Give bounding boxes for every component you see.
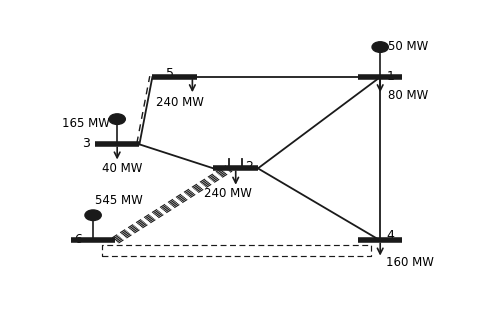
Text: 40 MW: 40 MW <box>102 162 143 175</box>
Circle shape <box>85 210 101 221</box>
Text: 2: 2 <box>245 160 253 173</box>
Text: 165 MW: 165 MW <box>62 117 109 130</box>
Text: 3: 3 <box>82 137 90 150</box>
Circle shape <box>372 42 388 52</box>
Text: 4: 4 <box>387 229 394 242</box>
Text: 545 MW: 545 MW <box>95 194 143 207</box>
Text: 50 MW: 50 MW <box>388 40 428 53</box>
Text: 6: 6 <box>75 233 82 246</box>
Text: 160 MW: 160 MW <box>386 256 434 269</box>
Text: 80 MW: 80 MW <box>388 89 428 102</box>
Circle shape <box>109 114 125 124</box>
Text: 240 MW: 240 MW <box>204 187 252 200</box>
Text: 1: 1 <box>387 70 394 83</box>
Text: 240 MW: 240 MW <box>156 96 204 109</box>
Text: 5: 5 <box>166 67 174 80</box>
